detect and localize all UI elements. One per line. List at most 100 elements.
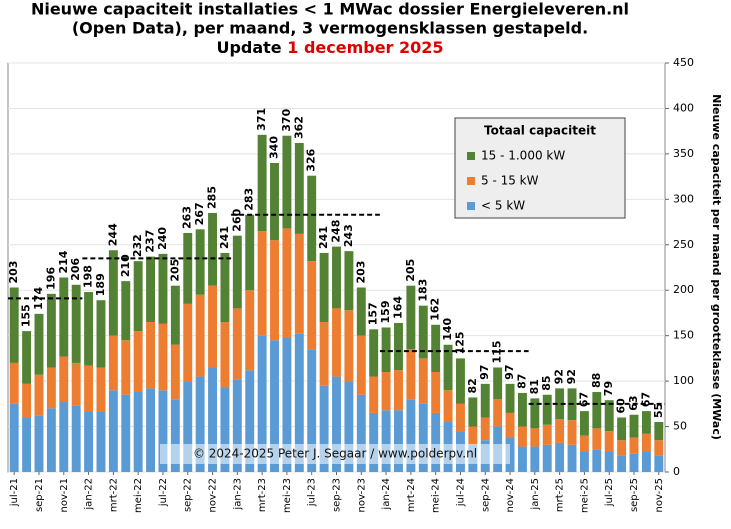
total-label: 157 <box>367 302 380 325</box>
bar-segment <box>270 240 279 341</box>
bar-segment <box>133 392 143 472</box>
bar-segment <box>59 277 69 357</box>
total-label: 155 <box>20 304 33 327</box>
total-label: 97 <box>478 365 491 380</box>
bar-segment <box>604 400 614 432</box>
bar-segment <box>542 424 552 445</box>
update-date: 1 december 2025 <box>287 38 443 57</box>
bar-segment <box>46 367 56 409</box>
total-label: 159 <box>379 301 392 324</box>
legend-title: Totaal capaciteit <box>484 124 596 138</box>
bar-segment <box>9 362 19 404</box>
x-tick-label: mei-22 <box>133 478 144 513</box>
total-label: 362 <box>292 116 305 139</box>
bar-segment <box>641 411 651 434</box>
bar-segment <box>381 372 391 411</box>
bar-segment <box>34 374 44 416</box>
bar-segment <box>319 252 329 323</box>
bar-segment <box>431 412 441 472</box>
total-label: 371 <box>255 108 268 131</box>
total-label: 203 <box>354 261 367 284</box>
total-label: 283 <box>243 188 256 211</box>
bar-segment <box>418 305 428 359</box>
y-tick-label: 350 <box>673 147 694 160</box>
bar-segment <box>344 310 354 382</box>
total-label: 82 <box>466 378 479 393</box>
bar-segment <box>195 229 205 295</box>
total-label: 174 <box>32 287 45 310</box>
bar-segment <box>530 398 540 429</box>
x-tick-label: mei-24 <box>431 478 442 513</box>
x-tick-label: jul-21 <box>9 478 20 507</box>
total-label: 60 <box>615 398 628 414</box>
x-tick-label: nov-24 <box>505 478 516 512</box>
total-label: 237 <box>144 230 157 253</box>
bar-segment <box>332 376 341 472</box>
x-tick-label: mei-25 <box>579 478 590 513</box>
bar-segment <box>604 431 614 453</box>
total-label: 214 <box>57 250 70 273</box>
bar-segment <box>555 388 565 420</box>
y-tick-label: 150 <box>673 329 694 342</box>
bar-segment <box>22 383 32 418</box>
x-tick-label: sep-25 <box>629 478 640 512</box>
bar-segment <box>406 285 416 350</box>
total-label: 196 <box>44 267 57 290</box>
bar-segment <box>332 246 341 309</box>
bar-segment <box>319 385 329 472</box>
legend-swatch <box>467 202 475 210</box>
bar-segment <box>220 252 230 323</box>
total-label: 243 <box>342 224 355 247</box>
bar-segment <box>183 232 193 304</box>
bar-segment <box>146 388 156 472</box>
legend-swatch <box>467 152 475 160</box>
bar-segment <box>133 331 143 393</box>
bar-segment <box>468 397 478 427</box>
x-tick-label: sep-24 <box>480 478 491 512</box>
bar-segment <box>406 349 416 400</box>
bar-segment <box>121 394 131 472</box>
total-label: 285 <box>206 186 219 209</box>
bar-segment <box>208 212 218 286</box>
bar-segment <box>406 399 416 472</box>
bar-segment <box>245 290 255 371</box>
bar-segment <box>121 340 131 395</box>
total-label: 210 <box>119 254 132 277</box>
y-tick-label: 50 <box>673 420 687 433</box>
total-label: 88 <box>590 373 603 388</box>
bar-segment <box>195 294 205 377</box>
legend-label: 15 - 1.000 kW <box>481 149 565 163</box>
bar-segment <box>170 344 180 400</box>
bar-segment <box>146 256 156 323</box>
bar-segment <box>108 390 118 472</box>
y-tick-label: 300 <box>673 192 694 205</box>
total-label: 206 <box>69 257 82 280</box>
bar-segment <box>170 285 180 345</box>
bar-segment <box>555 442 565 472</box>
bar-segment <box>257 134 267 232</box>
bar-segment <box>270 162 279 241</box>
total-label: 260 <box>230 208 243 231</box>
total-label: 232 <box>131 234 144 257</box>
bar-segment <box>282 135 292 229</box>
x-tick-label: nov-21 <box>59 478 70 512</box>
bar-segment <box>592 449 602 472</box>
bar-segment <box>443 390 453 423</box>
bar-segment <box>480 383 490 418</box>
bar-segment <box>22 331 32 384</box>
bar-segment <box>84 411 94 472</box>
x-tick-label: sep-21 <box>34 478 45 512</box>
total-label: 241 <box>218 226 231 249</box>
bar-segment <box>381 327 391 373</box>
total-label: 241 <box>317 226 330 249</box>
bar-segment <box>9 287 19 363</box>
total-label: 326 <box>305 148 318 171</box>
bar-segment <box>641 433 651 453</box>
x-tick-label: jan-22 <box>84 478 95 511</box>
bar-segment <box>369 412 379 472</box>
bar-segment <box>108 335 118 391</box>
bar-segment <box>579 452 589 472</box>
bar-segment <box>96 411 106 472</box>
bar-segment <box>108 250 118 336</box>
